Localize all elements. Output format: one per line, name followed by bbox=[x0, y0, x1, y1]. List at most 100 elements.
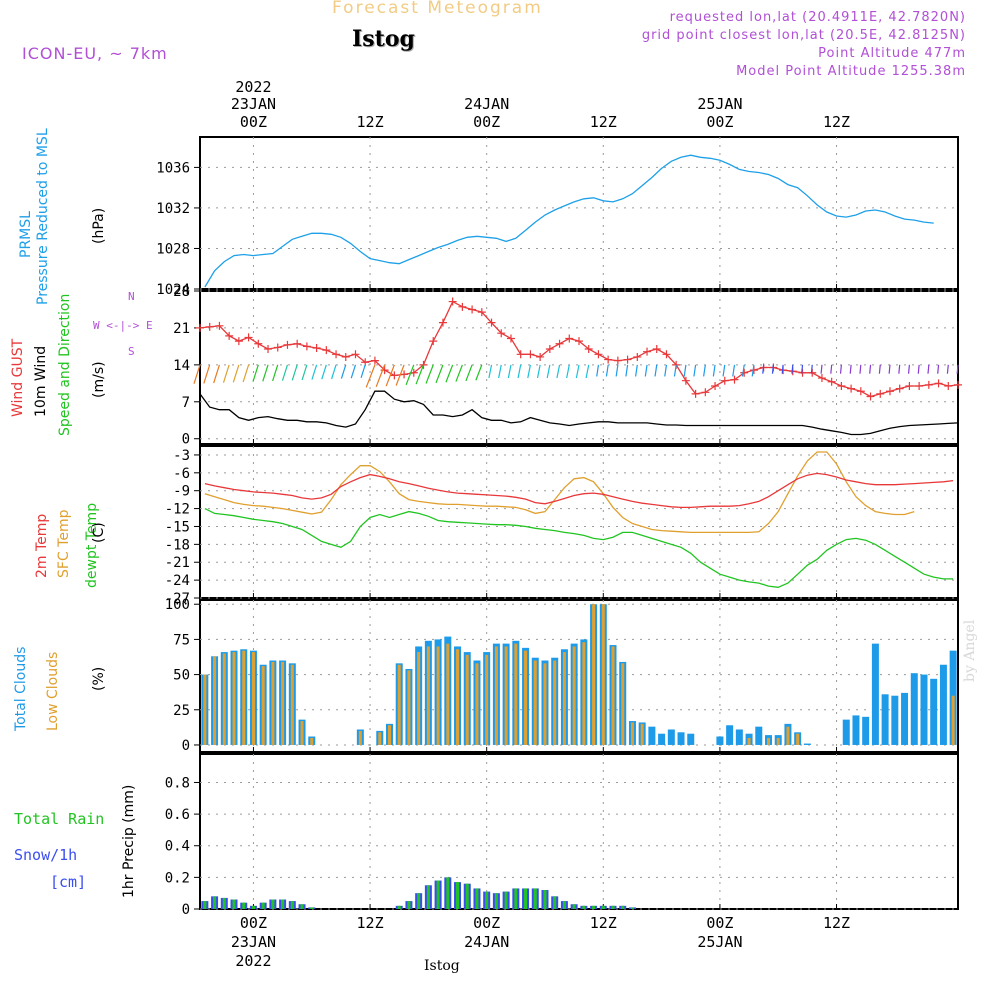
wind-direction-arrow bbox=[693, 364, 697, 377]
low-cloud-bar bbox=[290, 664, 294, 745]
low-cloud-bar bbox=[611, 646, 615, 745]
total-cloud-bar bbox=[677, 732, 685, 745]
low-cloud-bar bbox=[300, 721, 304, 745]
gust-marker bbox=[740, 368, 749, 377]
gust-marker bbox=[613, 356, 622, 365]
wind-direction-arrow bbox=[703, 364, 706, 377]
wind-direction-arrow bbox=[878, 364, 881, 374]
total-cloud-bar bbox=[842, 719, 850, 745]
low-cloud-bar bbox=[543, 663, 547, 745]
temp-ytick-label: -9 bbox=[173, 484, 190, 500]
low-cloud-bar bbox=[786, 726, 790, 745]
wind-direction-arrow bbox=[801, 364, 804, 374]
gust-marker bbox=[711, 381, 720, 390]
total-cloud-bar bbox=[901, 692, 909, 745]
clouds-panel-frame bbox=[199, 599, 959, 753]
pressure-ytick-label: 1032 bbox=[156, 201, 190, 217]
rain-bar bbox=[630, 907, 634, 909]
gust-marker bbox=[633, 352, 642, 361]
temp-ytick-label: -24 bbox=[165, 573, 190, 589]
gust-marker bbox=[516, 350, 525, 359]
wind-direction-arrow bbox=[917, 364, 920, 374]
wind-direction-arrow bbox=[781, 364, 784, 374]
low-cloud-bar bbox=[465, 654, 469, 745]
wind-direction-arrow bbox=[566, 364, 570, 379]
wind-direction-arrow bbox=[771, 364, 774, 374]
footer-station-name: Istog bbox=[424, 958, 460, 974]
pressure-ytick-label: 1024 bbox=[156, 282, 190, 298]
gust-marker bbox=[652, 345, 661, 354]
rain-bar bbox=[436, 880, 440, 909]
gust-marker bbox=[876, 389, 885, 398]
gust-marker bbox=[536, 352, 545, 361]
low-cloud-bar bbox=[767, 737, 770, 745]
bottom-axis-hour: 00Z bbox=[240, 914, 267, 932]
gust-marker bbox=[244, 333, 253, 342]
total-cloud-bar bbox=[930, 678, 938, 745]
low-cloud-bar bbox=[524, 650, 528, 745]
precip-ytick-label: 0.4 bbox=[165, 839, 190, 855]
total-cloud-bar bbox=[939, 664, 947, 745]
gust-marker bbox=[283, 340, 292, 349]
gust-marker bbox=[681, 376, 690, 385]
gust-marker bbox=[477, 308, 486, 317]
wind-direction-arrow bbox=[281, 364, 289, 381]
wind-direction-arrow bbox=[395, 364, 405, 386]
clouds-ytick-label: 75 bbox=[173, 632, 190, 648]
gust-marker bbox=[866, 392, 875, 401]
total-cloud-bar bbox=[910, 673, 918, 745]
wind-direction-arrow bbox=[762, 364, 765, 374]
top-axis-hour: 12Z bbox=[823, 113, 850, 131]
wind-direction-arrow bbox=[465, 364, 473, 382]
wind-direction-arrow bbox=[517, 364, 522, 379]
low-cloud-bar bbox=[251, 652, 255, 745]
gust-marker bbox=[506, 334, 515, 343]
total-cloud-bar bbox=[881, 694, 889, 745]
wind-direction-arrow bbox=[415, 364, 425, 385]
low-cloud-bar bbox=[475, 663, 479, 745]
bottom-axis-date: 23JAN bbox=[231, 933, 276, 951]
low-cloud-bar bbox=[630, 722, 634, 745]
precip-panel-frame bbox=[199, 753, 959, 910]
top-axis-date: 23JAN bbox=[231, 95, 276, 113]
wind-direction-arrow bbox=[262, 364, 269, 382]
bottom-axis-hour: 00Z bbox=[473, 914, 500, 932]
wind-compass: W <-|-> E bbox=[93, 319, 153, 332]
wind-direction-arrow bbox=[849, 364, 852, 374]
wind-direction-arrow bbox=[507, 364, 512, 379]
wind-direction-arrow bbox=[375, 364, 386, 388]
wind-direction-arrow bbox=[927, 364, 930, 374]
total-cloud-bar bbox=[667, 729, 675, 745]
rain-bar bbox=[524, 888, 528, 909]
low-cloud-bar bbox=[533, 660, 537, 745]
gust-marker bbox=[720, 376, 729, 385]
wind-direction-arrow bbox=[350, 364, 357, 379]
low-cloud-bar bbox=[232, 652, 236, 745]
pressure-line bbox=[204, 154, 934, 288]
total-cloud-bar bbox=[871, 643, 879, 745]
gust-marker bbox=[575, 337, 583, 346]
low-cloud-bar bbox=[358, 730, 362, 745]
rain-bar bbox=[543, 890, 547, 909]
gust-marker bbox=[341, 352, 350, 361]
low-cloud-bar bbox=[213, 656, 217, 745]
wind-direction-arrow bbox=[946, 364, 949, 374]
gust-marker bbox=[225, 331, 234, 340]
bottom-axis-year: 2022 bbox=[235, 952, 271, 970]
total-cloud-bar bbox=[803, 743, 811, 745]
chart-title: Forecast Meteogram bbox=[332, 0, 543, 18]
wind-direction-arrow bbox=[839, 364, 842, 374]
gust-marker bbox=[623, 355, 632, 364]
wind-direction-arrow bbox=[751, 364, 755, 377]
low-cloud-bar bbox=[601, 604, 605, 745]
temp-panel-frame bbox=[199, 445, 959, 599]
gust-marker bbox=[954, 380, 962, 389]
top-axis-date: 24JAN bbox=[464, 95, 509, 113]
wind-direction-arrow bbox=[898, 364, 901, 374]
low-cloud-bar bbox=[796, 733, 800, 745]
wind-direction-arrow bbox=[425, 364, 434, 384]
snow-unit-label: [cm] bbox=[50, 873, 87, 891]
total-cloud-bar bbox=[891, 695, 899, 745]
rain-bar bbox=[222, 897, 226, 909]
gust-marker bbox=[497, 329, 506, 338]
